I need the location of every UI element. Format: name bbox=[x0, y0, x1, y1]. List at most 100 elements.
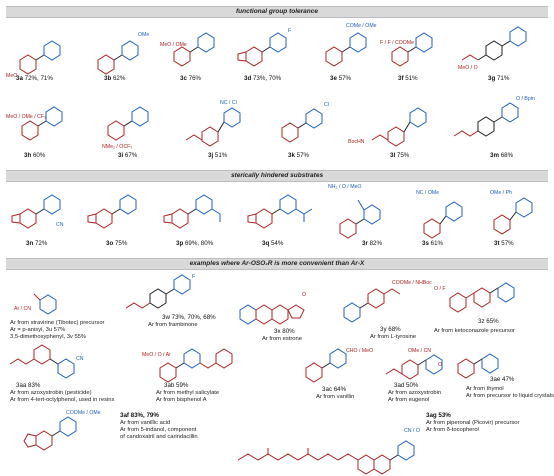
sub-text: MeO / OMe / CF₃ bbox=[6, 114, 46, 120]
sub-text: NC / OMe bbox=[416, 190, 439, 196]
structure-3j: NC / Cl 3j 51% bbox=[182, 88, 262, 160]
structure-3ad: OMe / CN 3ad 50% Ar from azoxystrobin Ar… bbox=[382, 346, 466, 406]
note-line: Ar from azoxystrobin (pesticide) bbox=[10, 390, 92, 396]
structure-3z: O / F 3z 65% Ar from ketoconazole precur… bbox=[430, 270, 548, 344]
sub-text: O / F bbox=[434, 286, 446, 292]
sub-text: CN / O bbox=[404, 428, 420, 434]
label-3ab: 3ab 59% bbox=[164, 382, 189, 389]
sub-text: F bbox=[192, 274, 195, 280]
yield: 51% bbox=[214, 152, 228, 159]
yield: 68% bbox=[500, 152, 514, 159]
label-3y: 3y 68% bbox=[380, 326, 401, 333]
note-line: Ar from thymol bbox=[466, 386, 504, 392]
sub-text: O bbox=[302, 292, 306, 298]
yield: 57% bbox=[338, 75, 352, 82]
label-3z: 3z 65% bbox=[478, 318, 499, 325]
yield: 62% bbox=[112, 75, 126, 82]
structure-3af: COOMe / OMe bbox=[6, 408, 110, 476]
sub-text: CN bbox=[76, 356, 84, 362]
compound-id: 3b bbox=[104, 75, 112, 82]
structure-3f: F / F / COOMe 3f 51% bbox=[378, 18, 458, 82]
compound-id: 3q bbox=[262, 240, 270, 247]
structure-3q: 3q 54% bbox=[242, 188, 320, 250]
note-line: Ar from L-tyrosine bbox=[370, 334, 417, 340]
structure-3t: OMe / Ph 3t 57% bbox=[484, 184, 548, 250]
note-line: Ar from 5-indanol, component bbox=[120, 427, 197, 434]
note-line: Ar from 4-tert-octylphenol, used in resi… bbox=[10, 397, 115, 404]
note-line: Ar from estrone bbox=[262, 336, 302, 342]
note-line: of candoxatril and carindacillin bbox=[120, 434, 198, 441]
compound-id: 3c bbox=[180, 75, 187, 82]
yield: 57% bbox=[296, 152, 310, 159]
structure-3ae: O 3ae 47% Ar from thymol Ar from precurs… bbox=[428, 346, 554, 406]
note-line: Ar from piperonal (Picovir) precursor bbox=[426, 420, 520, 426]
note-line: Ar from ketoconazole precursor bbox=[434, 328, 515, 334]
label-3ad: 3ad 50% bbox=[394, 382, 419, 389]
label-3w: 3w 73%, 70%, 68% bbox=[162, 314, 216, 321]
structure-3c: MeO / OMe 3c 76% bbox=[160, 22, 230, 82]
structure-3a: MeO 3a 72%, 71% bbox=[6, 22, 76, 82]
structure-3l: BocHN 3l 75% bbox=[348, 88, 440, 160]
structure-3n: CN 3n 72% bbox=[6, 188, 76, 250]
yield: 57% bbox=[501, 240, 514, 247]
sub-text: NMe₂ / OCF₃ bbox=[102, 144, 132, 150]
compound-id: 3e bbox=[330, 75, 337, 82]
label-3af: 3af 83%, 79% bbox=[120, 412, 159, 419]
sub-text: F bbox=[288, 28, 291, 34]
compound-id: 3r bbox=[362, 240, 368, 247]
yield: 51% bbox=[405, 75, 418, 82]
section-band-sterically-hindered: sterically hindered substrates bbox=[6, 170, 548, 182]
sub-text: O / Bpin bbox=[516, 96, 535, 102]
structure-3s: NC / OMe 3s 61% bbox=[414, 184, 480, 250]
compound-id: 3o bbox=[106, 240, 114, 247]
section-title: functional group tolerance bbox=[236, 8, 318, 15]
sub-text: NH₂ / O / MeO bbox=[328, 184, 361, 190]
yield: 82% bbox=[369, 240, 382, 247]
structure-3ab: MeO / O / Ar 3ab 59% Ar from methyl sali… bbox=[140, 346, 290, 406]
section-band-functional-group: functional group tolerance bbox=[6, 6, 548, 18]
yield: 71% bbox=[496, 75, 510, 82]
note-line: Ar from vanillic acid bbox=[120, 420, 171, 426]
sub-text: Ar / CN bbox=[14, 306, 31, 312]
note-line: Ar from eugenol bbox=[388, 397, 430, 404]
compound-id: 3k bbox=[288, 152, 295, 159]
note-line: Ar from vanillin bbox=[316, 394, 355, 400]
label-3ae: 3ae 47% bbox=[490, 376, 515, 383]
compound-id: 3l bbox=[390, 152, 396, 159]
compound-id: 3s bbox=[422, 240, 429, 247]
label-3aa: 3aa 83% bbox=[16, 382, 41, 389]
sub-text: MeO / OMe bbox=[160, 42, 187, 48]
label-3ag: 3ag 53% bbox=[426, 412, 451, 419]
section-title: examples where Ar-OSO₂R is more convenie… bbox=[189, 260, 365, 267]
sub-text: COOMe / OMe bbox=[66, 410, 101, 416]
note-line: Ar from methyl salicylate bbox=[156, 390, 220, 396]
section-title: sterically hindered substrates bbox=[230, 172, 324, 179]
note-line: Ar from δ-tocopherol bbox=[426, 427, 479, 434]
structure-3g: MeO / O 3g 71% bbox=[458, 22, 548, 82]
sub-text: CN bbox=[56, 222, 64, 228]
label-3ac: 3ac 64% bbox=[322, 386, 347, 393]
note-line: Ar = p-anisyl, 3u 57% bbox=[10, 327, 66, 334]
structure-3ag: CN / O bbox=[234, 416, 424, 475]
section-band-sulfonate-examples: examples where Ar-OSO₂R is more convenie… bbox=[6, 258, 548, 270]
yield: 69%, 80% bbox=[184, 240, 214, 247]
structure-3w: F 3w 73%, 70%, 68% Ar from frambinone bbox=[118, 272, 238, 342]
structure-3ac: CHO / MeO 3ac 64% Ar from vanillin bbox=[292, 346, 382, 406]
note-line: Ar from stravirine (Tibotec) precursor bbox=[10, 320, 105, 326]
compound-id: 3f bbox=[398, 75, 404, 82]
structure-3b: OMe 3b 62% bbox=[86, 22, 156, 82]
compound-id: 3t bbox=[494, 240, 500, 247]
compound-id: 3m bbox=[490, 152, 499, 159]
sub-text: OMe / CN bbox=[408, 348, 431, 354]
yield: 76% bbox=[188, 75, 202, 82]
yield: 61% bbox=[430, 240, 444, 247]
sub-text: Cl bbox=[324, 102, 329, 108]
compound-id: 3i bbox=[118, 152, 124, 159]
compound-id: 3d bbox=[244, 75, 252, 82]
yield: 60% bbox=[32, 152, 46, 159]
yield: 67% bbox=[124, 152, 138, 159]
compound-id: 3p bbox=[176, 240, 184, 247]
compound-id: 3h bbox=[24, 152, 32, 159]
sub-text: MeO bbox=[6, 73, 17, 79]
structure-3o: 3o 75% bbox=[82, 188, 154, 250]
